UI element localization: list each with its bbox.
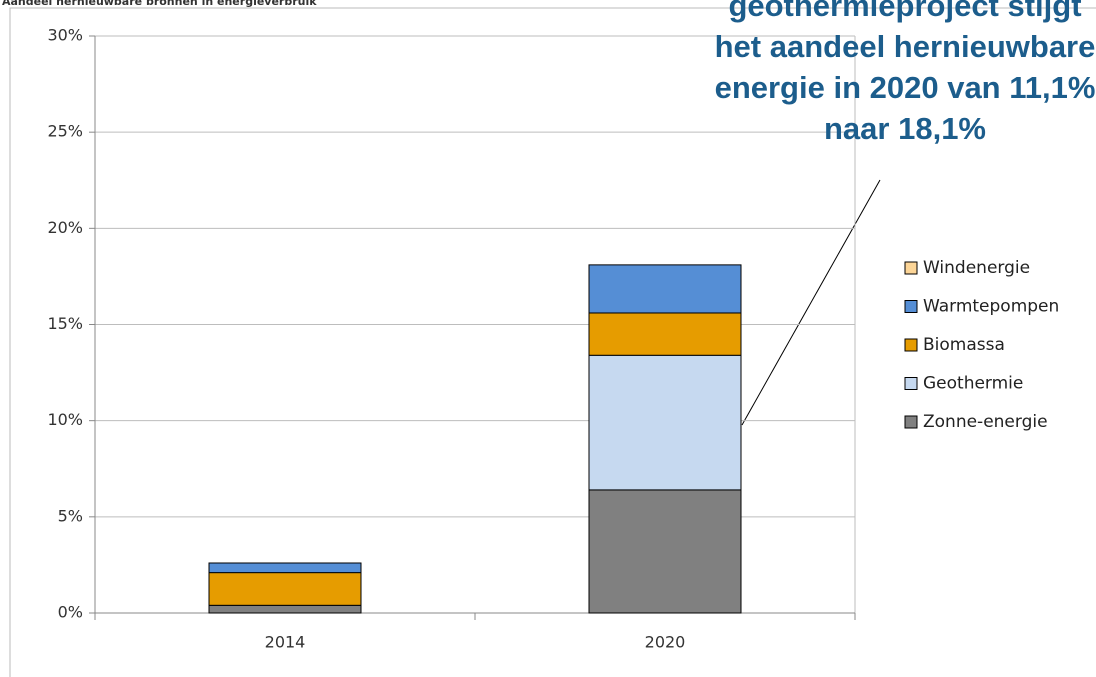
y-tick-label: 0% — [58, 603, 83, 622]
legend-swatch — [904, 338, 918, 352]
bar-segment — [208, 562, 362, 574]
bar-segment — [588, 264, 742, 314]
legend-swatch — [904, 261, 918, 275]
y-tick-label: 10% — [47, 410, 83, 429]
legend-label: Windenergie — [923, 258, 1030, 278]
legend-swatch — [904, 415, 918, 429]
y-tick-label: 5% — [58, 506, 83, 525]
annotation-line — [741, 179, 881, 426]
legend-label: Warmtepompen — [923, 297, 1059, 317]
legend-label: Biomassa — [923, 335, 1005, 355]
legend-swatch — [904, 300, 918, 313]
legend-label: Zonne-energie — [923, 412, 1048, 432]
annotation: naar 18,1% — [824, 111, 986, 146]
bar-segment — [588, 312, 742, 356]
y-tick-label: 20% — [47, 218, 83, 237]
chart-title: Aandeel hernieuwbare bronnen in energiev… — [2, 0, 317, 8]
legend-label: Geothermie — [923, 374, 1023, 394]
bar-segment — [208, 604, 362, 614]
legend-swatch — [904, 377, 918, 390]
x-tick-label: 2020 — [645, 633, 686, 652]
y-tick-label: 30% — [47, 26, 83, 45]
y-tick-label: 15% — [47, 314, 83, 333]
bar-segment — [208, 572, 362, 606]
y-tick-label: 25% — [47, 122, 83, 141]
bar-segment — [588, 354, 742, 491]
x-tick-label: 2014 — [265, 633, 306, 652]
annotation: geothermieproject stijgt — [728, 0, 1081, 23]
annotation: energie in 2020 van 11,1% — [715, 70, 1096, 105]
bar-segment — [588, 489, 742, 614]
annotation: het aandeel hernieuwbare — [715, 29, 1096, 64]
